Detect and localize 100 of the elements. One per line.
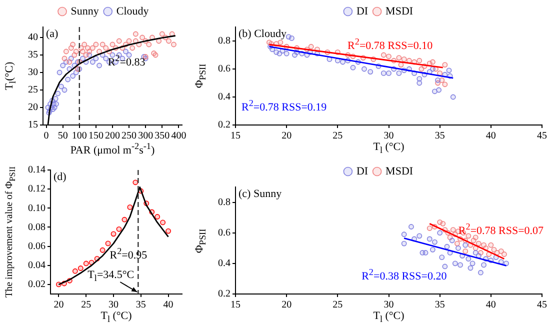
y-tick-label: 0.04: [28, 260, 46, 272]
point: [435, 78, 440, 83]
x-tick-label: 40: [486, 130, 496, 142]
point: [140, 34, 145, 40]
x-axis-title: PAR (μmol m$^{-2}$s$^{-1}$): [70, 141, 155, 157]
point: [462, 248, 468, 254]
x-tick-label: 35: [434, 300, 445, 311]
y-tick-label: 0.02: [28, 279, 46, 290]
point: [450, 94, 456, 100]
point: [96, 62, 102, 68]
x-tick-label: 25: [81, 300, 92, 311]
point: [452, 260, 458, 266]
point: [166, 228, 171, 234]
point: [116, 38, 122, 44]
point: [122, 216, 128, 222]
y-tick-label: 0.6: [218, 64, 230, 75]
legend-label: DI: [356, 165, 368, 178]
x-tick-label: 15: [230, 300, 240, 311]
series-label: R$^{2}$=0.78 RSS=0.07: [458, 222, 544, 238]
point: [386, 70, 392, 76]
point: [466, 233, 472, 239]
y-tick-label: 0.14: [28, 164, 46, 176]
chart-title: (b) Cloudy: [238, 28, 286, 40]
x-tick-label: 45: [537, 300, 547, 311]
y-tick-label: 35: [28, 50, 38, 61]
point: [54, 101, 59, 107]
point: [416, 80, 422, 86]
x-tick-label: 40: [163, 300, 174, 311]
point: [472, 234, 478, 240]
legend-label: Cloudy: [116, 5, 150, 18]
point: [80, 48, 86, 54]
x-tick-label: 35: [434, 130, 445, 142]
point: [416, 58, 422, 64]
point: [454, 240, 460, 246]
point: [476, 240, 482, 246]
point: [56, 70, 62, 76]
legend-label: MSDI: [386, 165, 414, 178]
point: [472, 250, 478, 256]
chart-title: (c) Sunny: [238, 188, 282, 200]
y-tick-label: 0.10: [28, 202, 46, 214]
x-tick-label: 15: [230, 130, 240, 142]
point: [93, 56, 99, 62]
y-tick-label: 0.6: [218, 227, 230, 238]
point: [478, 270, 484, 276]
y-tick-label: 0.4: [218, 258, 230, 270]
legend-label: Sunny: [70, 5, 100, 18]
point: [426, 226, 432, 231]
x-tick-label: 300: [138, 130, 154, 142]
point: [380, 52, 386, 58]
legend-label: MSDI: [386, 5, 414, 18]
point: [362, 66, 367, 72]
x-tick-label: 35: [136, 300, 146, 311]
point: [368, 69, 374, 74]
x-tick-label: 250: [122, 130, 137, 142]
point: [103, 45, 109, 51]
point: [278, 40, 284, 46]
point: [55, 90, 61, 96]
point: [396, 70, 402, 76]
point: [146, 42, 152, 48]
point: [398, 62, 404, 68]
y-tick-label: 0.08: [28, 222, 46, 233]
y-tick-label: 30: [28, 67, 38, 78]
point: [422, 250, 428, 256]
point: [462, 242, 468, 248]
point: [498, 248, 504, 254]
point: [105, 240, 111, 246]
point: [408, 224, 414, 230]
point: [110, 231, 116, 237]
point: [96, 48, 102, 54]
point: [70, 42, 76, 48]
point: [110, 52, 116, 58]
point: [171, 42, 176, 48]
point: [449, 238, 455, 244]
point: [308, 44, 314, 50]
point: [66, 59, 72, 65]
x-tick-label: 50: [58, 130, 68, 142]
point: [470, 260, 476, 266]
point: [488, 242, 494, 248]
point: [52, 96, 58, 102]
x-tick-label: 25: [332, 300, 343, 311]
legend-label: DI: [356, 5, 368, 18]
x-tick-label: 25: [332, 130, 343, 142]
text: R$^{2}$=0.78 RSS=0.19: [242, 98, 327, 114]
y-tick-label: 0.12: [28, 184, 46, 195]
x-axis-title: T$_{l}$ (°C): [373, 310, 404, 324]
point: [440, 220, 446, 226]
y-tick-label: 15: [28, 120, 38, 131]
point: [90, 45, 96, 51]
chart-title: (d): [54, 171, 66, 183]
point: [386, 54, 392, 60]
point: [416, 233, 422, 239]
point: [288, 36, 294, 41]
point: [416, 76, 422, 82]
y-tick-label: 0.2: [218, 288, 230, 300]
x-tick-label: 20: [282, 130, 292, 142]
point: [103, 56, 109, 62]
point: [93, 42, 99, 48]
point: [63, 48, 69, 54]
point: [100, 42, 106, 48]
x-tick-label: 45: [537, 130, 547, 142]
